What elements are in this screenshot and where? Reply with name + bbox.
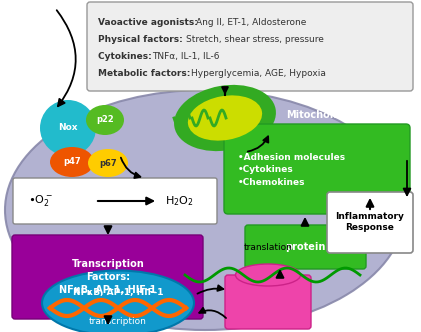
FancyArrowPatch shape (404, 161, 410, 195)
Text: Metabolic factors:: Metabolic factors: (98, 69, 194, 78)
Ellipse shape (50, 147, 94, 177)
Circle shape (40, 100, 96, 156)
Text: p22: p22 (96, 116, 114, 124)
Text: NFκB, AP-1, HIF-1: NFκB, AP-1, HIF-1 (73, 288, 163, 296)
Text: Inflammatory
Response: Inflammatory Response (336, 211, 405, 232)
Text: •Adhesion molecules
•Cytokines
•Chemokines: •Adhesion molecules •Cytokines •Chemokin… (238, 153, 345, 187)
Text: Vaoactive agonists:: Vaoactive agonists: (98, 18, 201, 27)
FancyArrowPatch shape (199, 308, 226, 318)
Text: TNFα, IL-1, IL-6: TNFα, IL-1, IL-6 (152, 52, 219, 61)
FancyBboxPatch shape (13, 178, 217, 224)
Ellipse shape (188, 95, 262, 141)
FancyBboxPatch shape (225, 275, 311, 329)
Text: H$_2$O$_2$: H$_2$O$_2$ (165, 194, 194, 208)
FancyBboxPatch shape (327, 192, 413, 253)
FancyBboxPatch shape (12, 235, 203, 319)
FancyArrowPatch shape (57, 10, 76, 106)
Text: translation: translation (244, 242, 293, 252)
FancyBboxPatch shape (87, 2, 413, 91)
FancyArrowPatch shape (121, 158, 140, 178)
Text: Transcription
Factors:
NFκB, AP-1, HIF-1: Transcription Factors: NFκB, AP-1, HIF-1 (59, 259, 157, 295)
Ellipse shape (86, 105, 124, 135)
Text: Hyperglycemia, AGE, Hypoxia: Hyperglycemia, AGE, Hypoxia (191, 69, 326, 78)
FancyArrowPatch shape (248, 136, 268, 151)
FancyBboxPatch shape (245, 225, 366, 269)
Ellipse shape (235, 264, 301, 286)
Text: $\bullet$O$_2^-$: $\bullet$O$_2^-$ (28, 194, 53, 208)
Text: Stretch, shear stress, pressure: Stretch, shear stress, pressure (186, 35, 324, 44)
Text: Physical factors:: Physical factors: (98, 35, 186, 44)
FancyArrowPatch shape (197, 286, 223, 294)
Text: p67: p67 (99, 158, 117, 168)
Ellipse shape (176, 86, 274, 150)
Text: Ang II, ET-1, Aldosterone: Ang II, ET-1, Aldosterone (196, 18, 306, 27)
Ellipse shape (88, 149, 128, 177)
FancyBboxPatch shape (224, 124, 410, 214)
Ellipse shape (5, 90, 405, 330)
Text: Nox: Nox (58, 124, 78, 132)
Text: Mitochondria: Mitochondria (286, 110, 359, 120)
Text: p47: p47 (63, 157, 81, 167)
Text: protein: protein (285, 242, 325, 252)
Text: Cytokines:: Cytokines: (98, 52, 155, 61)
Text: transcription: transcription (89, 317, 147, 326)
Ellipse shape (42, 271, 194, 332)
